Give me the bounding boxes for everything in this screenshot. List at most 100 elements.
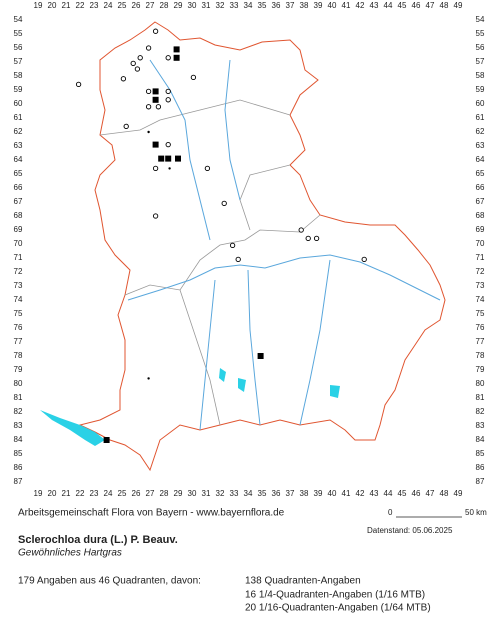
column-label: 36 — [272, 1, 281, 10]
column-label: 49 — [454, 489, 463, 498]
record-circle — [313, 235, 320, 242]
row-label: 80 — [476, 379, 485, 388]
record-circle — [145, 88, 152, 95]
row-label: 64 — [14, 155, 23, 164]
record-square — [152, 141, 159, 148]
column-label: 47 — [426, 489, 435, 498]
column-label: 42 — [356, 489, 365, 498]
row-label: 68 — [14, 211, 23, 220]
row-label: 66 — [476, 183, 485, 192]
row-label: 72 — [476, 267, 485, 276]
row-label: 67 — [476, 197, 485, 206]
row-label: 70 — [14, 239, 23, 248]
column-label: 41 — [342, 489, 351, 498]
map-shapes — [40, 21, 446, 472]
record-square — [103, 437, 110, 443]
record-circle — [229, 242, 236, 249]
row-label: 57 — [476, 57, 485, 66]
row-label: 77 — [14, 337, 23, 346]
record-square — [152, 88, 159, 95]
column-label: 32 — [216, 489, 225, 498]
column-label: 21 — [62, 489, 71, 498]
column-label: 32 — [216, 1, 225, 10]
record-circle — [165, 97, 171, 103]
column-label: 24 — [104, 489, 113, 498]
river — [127, 59, 441, 431]
row-label: 82 — [14, 407, 23, 416]
record-circle — [305, 235, 311, 242]
record-square — [175, 155, 181, 162]
record-square — [152, 96, 159, 103]
column-label: 34 — [244, 489, 253, 498]
scale-start: 0 — [388, 508, 393, 517]
record-circle — [123, 123, 129, 130]
record-circle — [204, 165, 211, 172]
column-label: 41 — [342, 1, 351, 10]
row-label: 86 — [14, 463, 23, 472]
row-label: 65 — [14, 169, 23, 178]
row-label: 61 — [14, 113, 23, 122]
row-label: 73 — [14, 281, 23, 290]
row-label: 67 — [14, 197, 23, 206]
column-label: 39 — [314, 489, 323, 498]
record-circle — [190, 74, 197, 81]
row-label: 81 — [14, 393, 23, 402]
row-label: 81 — [476, 393, 485, 402]
column-label: 21 — [62, 1, 71, 10]
row-label: 62 — [14, 127, 23, 136]
column-label: 40 — [328, 489, 337, 498]
row-label: 85 — [476, 449, 485, 458]
record-dot — [168, 167, 171, 170]
row-label: 77 — [476, 337, 485, 346]
column-label: 35 — [258, 489, 267, 498]
record-circle — [120, 76, 127, 82]
column-label: 23 — [90, 489, 99, 498]
stats-line: 16 1/4-Quadranten-Angaben (1/16 MTB) — [245, 590, 425, 601]
record-circle — [165, 141, 171, 148]
record-circle — [165, 88, 171, 95]
record-circle — [152, 28, 159, 34]
column-label: 48 — [440, 1, 449, 10]
row-label: 72 — [14, 267, 23, 276]
column-label: 23 — [90, 1, 99, 10]
row-label: 58 — [476, 71, 485, 80]
column-label: 42 — [356, 1, 365, 10]
row-label: 73 — [476, 281, 485, 290]
column-label: 30 — [188, 489, 197, 498]
record-circle — [221, 200, 227, 207]
record-circle — [152, 213, 159, 219]
column-label: 24 — [104, 1, 113, 10]
lake — [219, 368, 340, 398]
record-square — [257, 353, 264, 359]
column-label: 27 — [146, 489, 155, 498]
state-border — [78, 21, 446, 472]
row-label: 75 — [476, 309, 485, 318]
record-circle — [134, 66, 141, 72]
column-label: 25 — [118, 489, 127, 498]
column-label: 36 — [272, 489, 281, 498]
column-label: 19 — [34, 1, 43, 10]
row-label: 79 — [476, 365, 485, 374]
column-label: 20 — [48, 1, 57, 10]
column-label: 30 — [188, 1, 197, 10]
record-circle — [137, 55, 143, 61]
column-label: 49 — [454, 1, 463, 10]
row-label: 76 — [14, 323, 23, 332]
column-label: 44 — [384, 1, 393, 10]
column-label: 46 — [412, 1, 421, 10]
record-circle — [145, 45, 152, 51]
column-label: 22 — [76, 489, 85, 498]
row-label: 84 — [476, 435, 485, 444]
column-label: 37 — [286, 1, 295, 10]
column-label: 26 — [132, 1, 141, 10]
row-label: 78 — [476, 351, 485, 360]
row-label: 87 — [14, 477, 23, 486]
column-label: 22 — [76, 1, 85, 10]
row-label: 70 — [476, 239, 485, 248]
row-label: 75 — [14, 309, 23, 318]
column-label: 34 — [244, 1, 253, 10]
column-label: 31 — [202, 1, 211, 10]
region-border — [99, 99, 321, 426]
row-label: 55 — [14, 29, 23, 38]
